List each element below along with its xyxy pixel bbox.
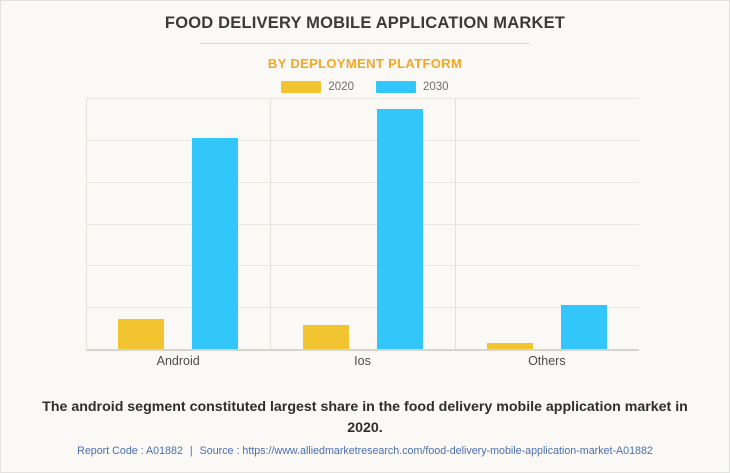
chart-subtitle: BY DEPLOYMENT PLATFORM [267, 55, 463, 71]
bar-others-2030[interactable] [560, 305, 607, 349]
bars-layer [86, 98, 639, 349]
x-axis-label-ios: Ios [354, 354, 371, 368]
legend-item-2020[interactable]: 2020 [281, 80, 354, 93]
legend-swatch-icon-2030 [376, 80, 416, 93]
chart-caption: The android segment constituted largest … [42, 399, 688, 436]
legend-label-2020: 2020 [328, 80, 354, 93]
footer-separator: | [189, 445, 193, 457]
bar-ios-2030[interactable] [376, 109, 423, 349]
legend-swatch-icon-2020 [281, 80, 322, 93]
bar-ios-2020[interactable] [302, 325, 349, 349]
bar-android-2020[interactable] [118, 318, 165, 349]
x-axis-label-others: Others [528, 354, 566, 368]
legend-item-2030[interactable]: 2030 [376, 80, 449, 93]
report-code-label: Report Code : A01882 [77, 445, 183, 457]
x-axis-label-android: Android [156, 354, 200, 368]
chart-footer: Report Code : A01882 | Source : https://… [1, 445, 729, 457]
plot-area [86, 98, 639, 350]
bar-android-2030[interactable] [192, 138, 239, 349]
x-axis-labels: Android Ios Others [86, 354, 639, 374]
chart-legend: 2020 2030 [1, 80, 729, 93]
page-title: FOOD DELIVERY MOBILE APPLICATION MARKET [164, 14, 566, 32]
title-divider [200, 42, 530, 44]
x-axis-line [86, 349, 639, 351]
legend-label-2030: 2030 [423, 80, 449, 93]
source-link[interactable]: Source : https://www.alliedmarketresearc… [199, 445, 653, 457]
bar-others-2020[interactable] [486, 342, 533, 349]
chart-header: FOOD DELIVERY MOBILE APPLICATION MARKET … [1, 1, 729, 93]
